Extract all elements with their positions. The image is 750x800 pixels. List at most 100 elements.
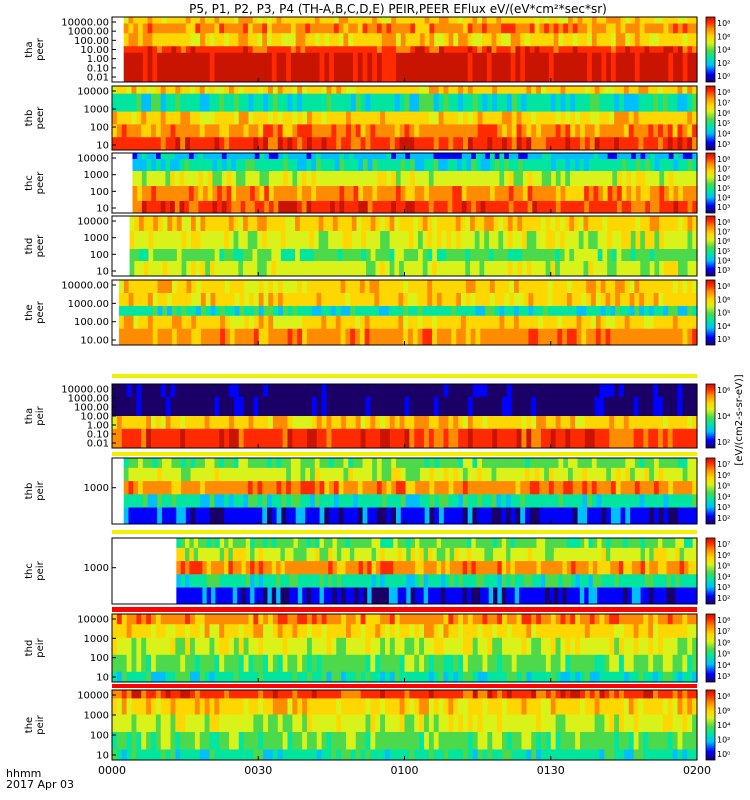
spectrogram-cell [625, 507, 631, 525]
spectrogram-cell [307, 624, 313, 639]
spectrogram-cell [588, 574, 594, 588]
spectrogram-cell [170, 428, 176, 449]
spectrogram-cell [505, 23, 512, 34]
spectrogram-cell [663, 306, 669, 317]
spectrogram-cell [138, 46, 144, 54]
spectrogram-cell [477, 507, 483, 525]
spectrogram-cell [209, 33, 216, 47]
spectrogram-cell [565, 153, 571, 160]
spectrogram-cell [588, 261, 594, 277]
spectrogram-cell [465, 216, 471, 232]
spectrogram-cell [490, 159, 496, 172]
spectrogram-cell [233, 396, 240, 417]
spectrogram-cell [141, 111, 147, 125]
spectrogram-cell [405, 201, 411, 214]
spectrogram-cell [238, 86, 245, 95]
spectrogram-cell [560, 153, 566, 160]
spectrogram-cell [295, 467, 302, 482]
spectrogram-cell [648, 428, 654, 449]
spectrogram-cell [432, 561, 438, 575]
spectrogram-cell [489, 280, 496, 294]
spectrogram-cell [375, 86, 381, 95]
spectrogram-cell [664, 201, 670, 214]
spectrogram-cell [186, 231, 192, 250]
spectrogram-cell [489, 315, 496, 330]
spectrogram-cell [533, 293, 539, 307]
spectrogram-cell [342, 231, 348, 250]
spectrogram-cell [673, 23, 679, 34]
spectrogram-cell [568, 23, 574, 34]
spectrogram-cell [635, 249, 641, 262]
spectrogram-cell [623, 93, 630, 112]
spectrogram-cell [143, 216, 150, 232]
spectrogram-cell [190, 624, 196, 639]
spectrogram-cell [493, 574, 499, 588]
spectrogram-cell [633, 428, 640, 449]
spectrogram-cell [152, 280, 159, 294]
spectrogram-cell [162, 216, 168, 232]
spectrogram-cell [243, 671, 250, 683]
spectrogram-cell [123, 328, 130, 346]
spectrogram-cell [589, 111, 596, 125]
spectrogram-cell [343, 458, 349, 469]
spectrogram-cell [204, 124, 211, 138]
spectrogram-cell [224, 458, 230, 469]
spectrogram-cell [295, 481, 302, 495]
spectrogram-cell [653, 587, 659, 605]
spectrogram-cell [406, 574, 412, 588]
spectrogram-cell [606, 52, 612, 83]
spectrogram-cell [677, 52, 684, 83]
spectrogram-cell [229, 293, 236, 307]
spectrogram-cell [414, 153, 421, 160]
spectrogram-cell [682, 52, 689, 83]
spectrogram-cell [302, 538, 308, 549]
spectrogram-cell [361, 216, 367, 232]
spectrogram-cell [582, 23, 588, 34]
spectrogram-cell [436, 231, 443, 250]
spectrogram-cell [224, 547, 230, 562]
spectrogram-cell [347, 249, 353, 262]
spectrogram-cell [654, 17, 660, 24]
spectrogram-cell [238, 46, 244, 54]
spectrogram-cell [414, 124, 420, 138]
spectrogram-cell [334, 201, 341, 214]
spectrogram-cell [379, 306, 385, 317]
spectrogram-cell [181, 306, 188, 317]
spectrogram-cell [527, 561, 533, 575]
spectrogram-cell [209, 637, 215, 656]
spectrogram-cell [252, 231, 258, 250]
spectrogram-cell [292, 637, 298, 656]
spectrogram-cell [189, 574, 195, 588]
spectrogram-cell [157, 231, 164, 250]
spectrogram-cell [625, 52, 631, 83]
spectrogram-cell [146, 396, 152, 417]
spectrogram-cell [271, 231, 277, 250]
spectrogram-cell [254, 561, 260, 575]
spectrogram-cell [271, 52, 278, 83]
spectrogram-cell [438, 159, 444, 172]
spectrogram-cell [165, 153, 171, 160]
spectrogram-cell [289, 574, 295, 588]
spectrogram-cell [673, 458, 679, 469]
spectrogram-cell [682, 159, 689, 172]
spectrogram-cell [505, 494, 512, 508]
colorbar-tick-label: 10² [717, 514, 730, 523]
spectrogram-cell [282, 428, 289, 449]
spectrogram-cell [263, 428, 269, 449]
spectrogram-cell [623, 384, 630, 398]
spectrogram-cell [565, 111, 571, 125]
colorbar-tick-label: 10⁵ [717, 482, 730, 491]
spectrogram-cell [474, 231, 481, 250]
spectrogram-cell [560, 159, 566, 172]
spectrogram-cell [224, 654, 230, 673]
spectrogram-cell [165, 624, 172, 639]
spectrogram-cell [290, 46, 297, 54]
spectrogram-cell [273, 328, 279, 346]
spectrogram-cell [520, 52, 526, 83]
spectrogram-cell [212, 186, 218, 202]
spectrogram-cell [261, 249, 268, 262]
spectrogram-cell [451, 249, 457, 262]
spectrogram-cell [410, 52, 416, 83]
spectrogram-cell [228, 494, 235, 508]
spectrogram-cell [591, 467, 598, 482]
